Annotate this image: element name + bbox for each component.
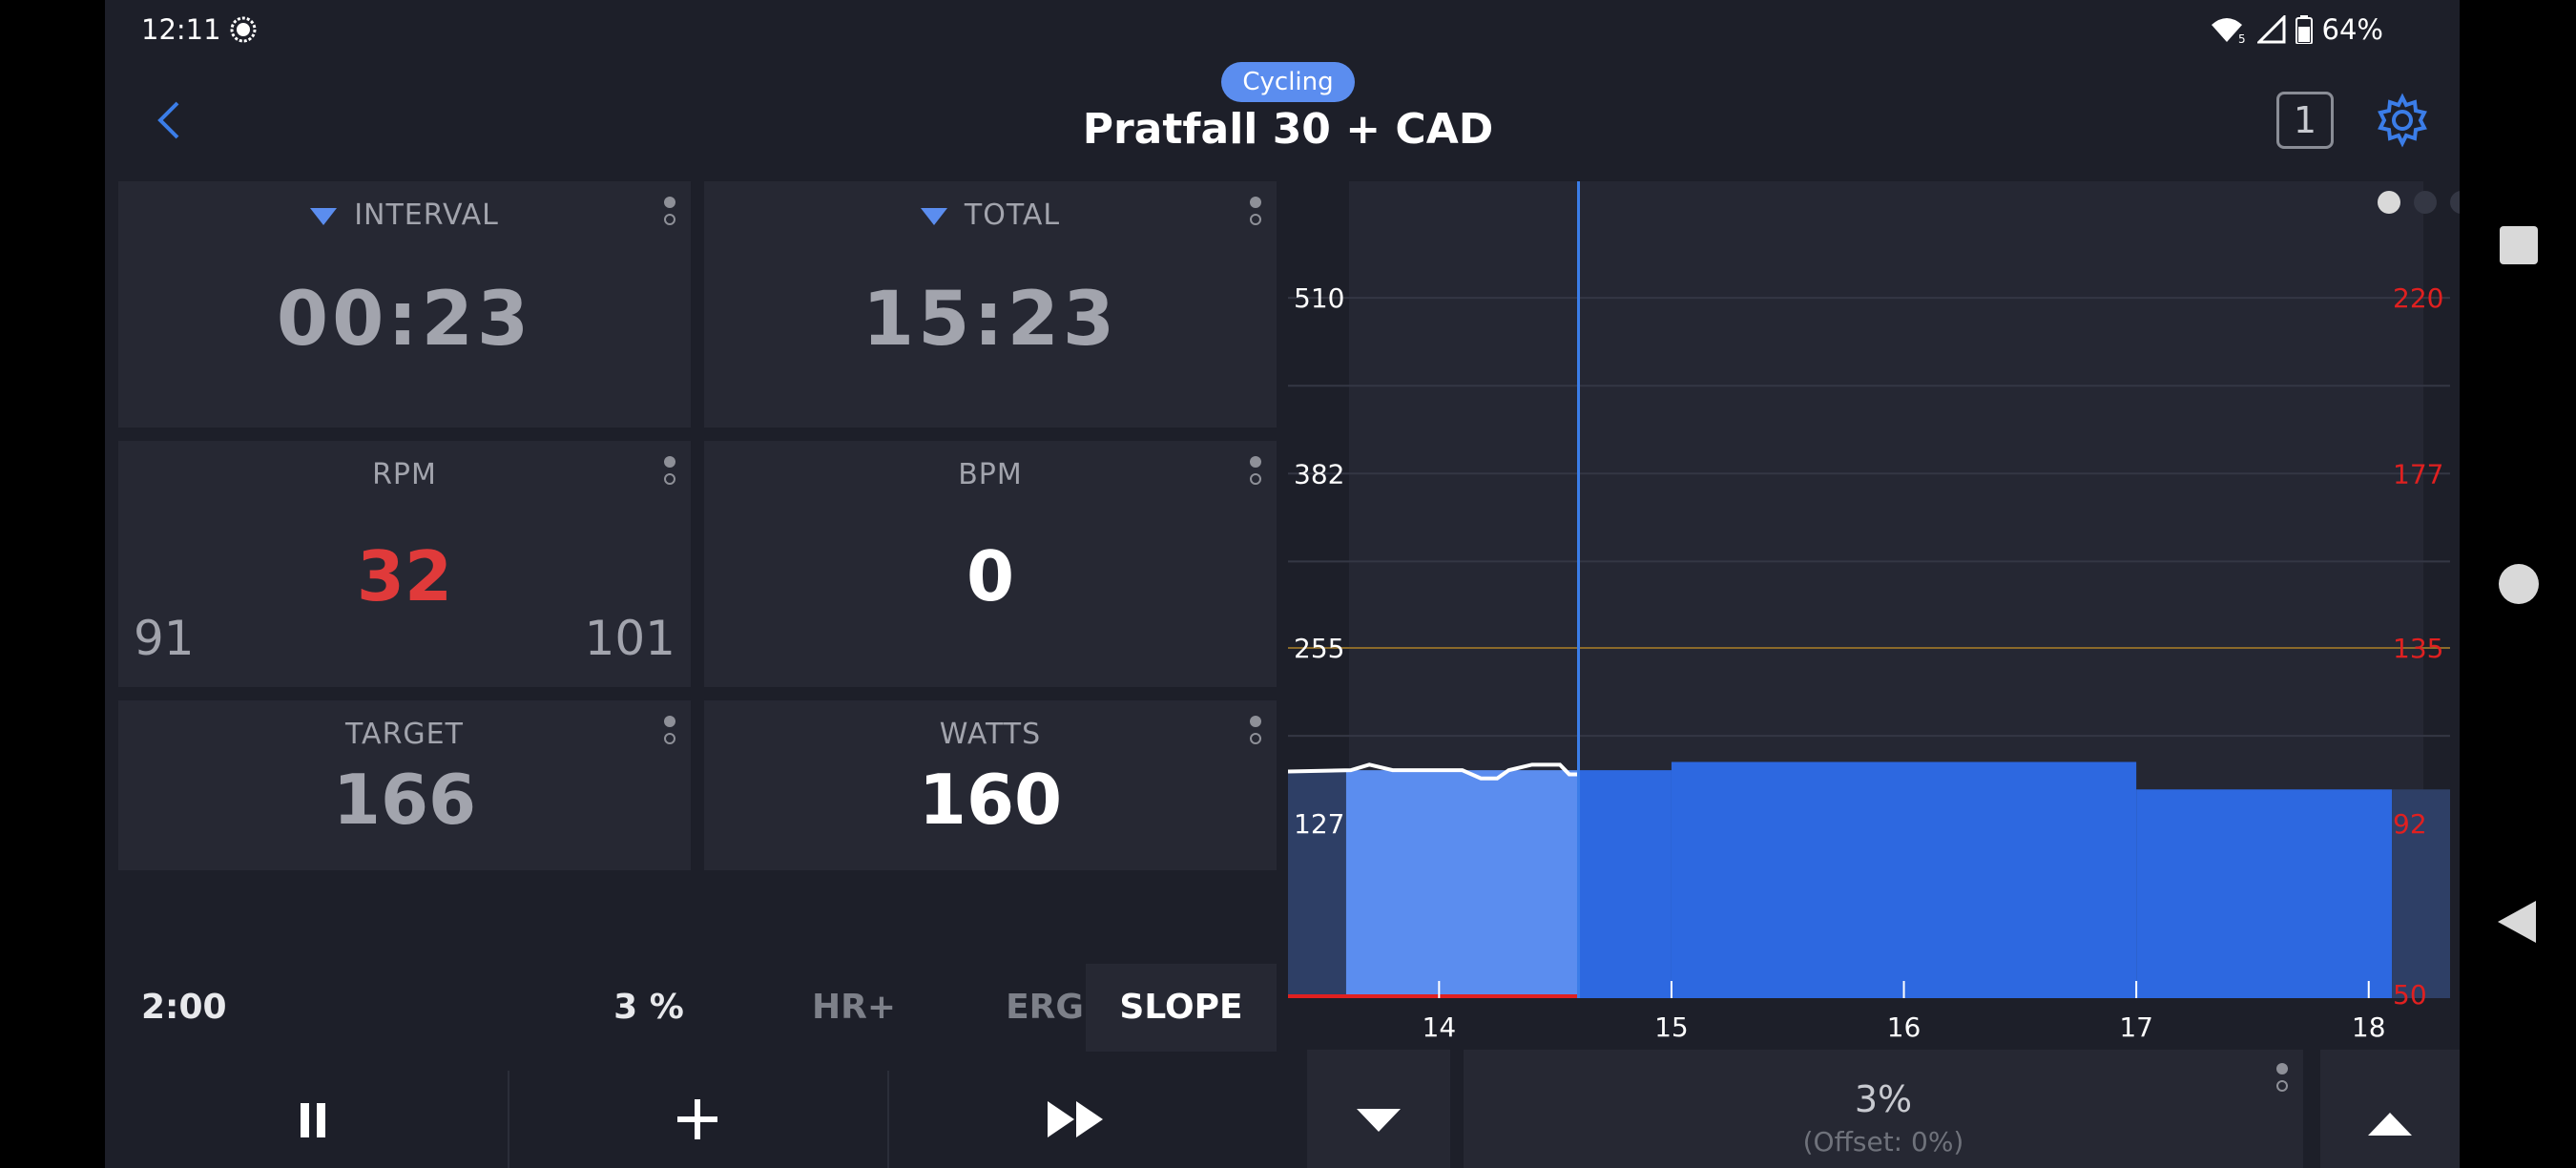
adjust-offset: (Offset: 0%)	[1802, 1126, 1964, 1158]
status-bar: 12:11 5 64%	[105, 0, 2460, 63]
workout-segment	[2136, 789, 2393, 998]
workout-segment	[1345, 770, 1579, 998]
target-label: TARGET	[345, 718, 464, 751]
status-time: 12:11	[141, 13, 221, 46]
svg-text:5: 5	[2238, 32, 2246, 44]
x-axis-tick-label: 14	[1423, 1012, 1457, 1040]
system-nav-bar	[2460, 0, 2576, 1168]
wifi-icon: 5	[2211, 18, 2246, 44]
divider	[887, 1071, 889, 1168]
x-axis-tick-label: 16	[1887, 1012, 1922, 1040]
workout-chart[interactable]: 510 382 255 127 220 177 135 92 50 14 15 16 17 18	[1288, 181, 2460, 1040]
decrease-button[interactable]	[1307, 1050, 1450, 1168]
slope-mode-tab[interactable]: SLOPE	[1086, 964, 1277, 1052]
watts-tile[interactable]: WATTS 160	[704, 700, 1277, 870]
tile-menu-dots[interactable]	[2276, 1057, 2292, 1097]
watts-value: 160	[918, 760, 1063, 840]
interval-tile[interactable]: INTERVAL 00:23	[118, 181, 691, 428]
workout-title: Pratfall 30 + CAD	[1082, 105, 1494, 154]
total-value: 15:23	[862, 277, 1119, 363]
rpm-label: RPM	[372, 458, 437, 491]
plus-icon	[677, 1099, 717, 1139]
bpm-label: BPM	[958, 458, 1023, 491]
x-axis-tick-label: 18	[2352, 1012, 2386, 1040]
tile-menu-dots[interactable]	[664, 450, 679, 490]
workout-segment	[1288, 771, 1346, 998]
left-axis-tick-label: 127	[1294, 808, 1344, 840]
watts-label: WATTS	[939, 718, 1042, 751]
right-axis-tick-label: 135	[2393, 633, 2443, 664]
right-axis-tick-label: 220	[2393, 282, 2443, 314]
bpm-tile[interactable]: BPM 0	[704, 441, 1277, 687]
rpm-max: 101	[584, 611, 675, 666]
total-tile[interactable]: TOTAL 15:23	[704, 181, 1277, 428]
grade-value: 3 %	[613, 988, 684, 1027]
workout-segment	[1578, 770, 1672, 998]
right-axis-tick-label: 177	[2393, 458, 2443, 490]
adjust-value: 3%	[1854, 1078, 1913, 1120]
rpm-min: 91	[134, 611, 195, 666]
sport-pill: Cycling	[1221, 62, 1355, 102]
chart-page-dot	[2378, 191, 2400, 214]
pause-icon	[301, 1103, 325, 1137]
status-right: 5 64%	[2210, 13, 2383, 46]
add-interval-button[interactable]	[509, 1071, 960, 1168]
tile-menu-dots[interactable]	[664, 191, 679, 231]
power-trace	[1288, 762, 1579, 781]
interval-label: INTERVAL	[354, 198, 499, 232]
rpm-value: 32	[356, 536, 453, 616]
interval-value: 00:23	[276, 277, 533, 363]
back-icon[interactable]	[2498, 901, 2540, 943]
tile-menu-dots[interactable]	[664, 710, 679, 750]
home-icon[interactable]	[2498, 563, 2540, 605]
triangle-down-icon	[920, 207, 947, 225]
erg-mode-tab[interactable]: ERG	[1006, 988, 1084, 1027]
recents-icon[interactable]	[2500, 226, 2538, 264]
left-axis-tick-label: 255	[1294, 633, 1344, 664]
divider	[508, 1071, 509, 1168]
tile-menu-dots[interactable]	[1250, 450, 1265, 490]
back-arrow-icon[interactable]	[143, 94, 197, 147]
right-axis-tick-label: 50	[2393, 979, 2427, 1011]
target-value: 166	[332, 760, 477, 840]
left-axis-tick-label: 510	[1294, 282, 1344, 314]
lap-counter-button[interactable]: 1	[2276, 92, 2334, 149]
increase-button[interactable]	[2320, 1050, 2460, 1168]
x-axis-tick-label: 17	[2119, 1012, 2153, 1040]
cell-signal-icon	[2256, 15, 2286, 44]
message-bubble-icon	[230, 16, 257, 43]
mode-bar: 2:00 3 % HR+ ERG SLOPE	[105, 964, 1278, 1052]
tile-menu-dots[interactable]	[1250, 191, 1265, 231]
battery-icon	[2295, 15, 2313, 44]
pause-button[interactable]	[105, 1071, 506, 1168]
bpm-value: 0	[966, 536, 1015, 616]
chevron-down-icon	[1357, 1109, 1401, 1132]
app-screen: 12:11 5 64% Cycling Pratfall 30 + CAD 1	[105, 0, 2460, 1168]
triangle-down-icon	[310, 207, 338, 225]
chart-page-dot	[2414, 191, 2437, 214]
skip-forward-button[interactable]	[889, 1071, 1267, 1168]
interval-duration: 2:00	[141, 988, 227, 1027]
x-axis-tick-label: 15	[1654, 1012, 1689, 1040]
gear-icon[interactable]	[2374, 92, 2431, 149]
tile-menu-dots[interactable]	[1250, 710, 1265, 750]
chevron-up-icon	[2368, 1113, 2412, 1136]
right-axis-tick-label: 92	[2393, 808, 2427, 840]
workout-segment	[1671, 761, 2137, 998]
total-label: TOTAL	[964, 198, 1061, 232]
target-tile[interactable]: TARGET 166	[118, 700, 691, 870]
chart-page-dot	[2450, 191, 2460, 214]
battery-level: 64%	[2321, 13, 2383, 46]
left-axis-tick-label: 382	[1294, 458, 1344, 490]
rpm-tile[interactable]: RPM 32 91 101	[118, 441, 691, 687]
adjust-panel: 3% (Offset: 0%)	[1464, 1050, 2303, 1168]
workout-segment	[2392, 789, 2450, 998]
fast-forward-icon	[1048, 1101, 1103, 1137]
hr-mode-tab[interactable]: HR+	[811, 988, 896, 1027]
